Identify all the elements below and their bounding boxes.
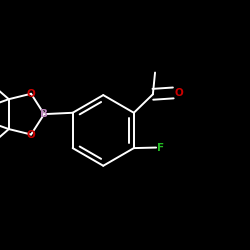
Text: F: F (158, 142, 164, 152)
Text: O: O (27, 89, 36, 99)
Text: O: O (27, 130, 36, 140)
Text: B: B (40, 109, 48, 119)
Text: O: O (174, 88, 183, 98)
